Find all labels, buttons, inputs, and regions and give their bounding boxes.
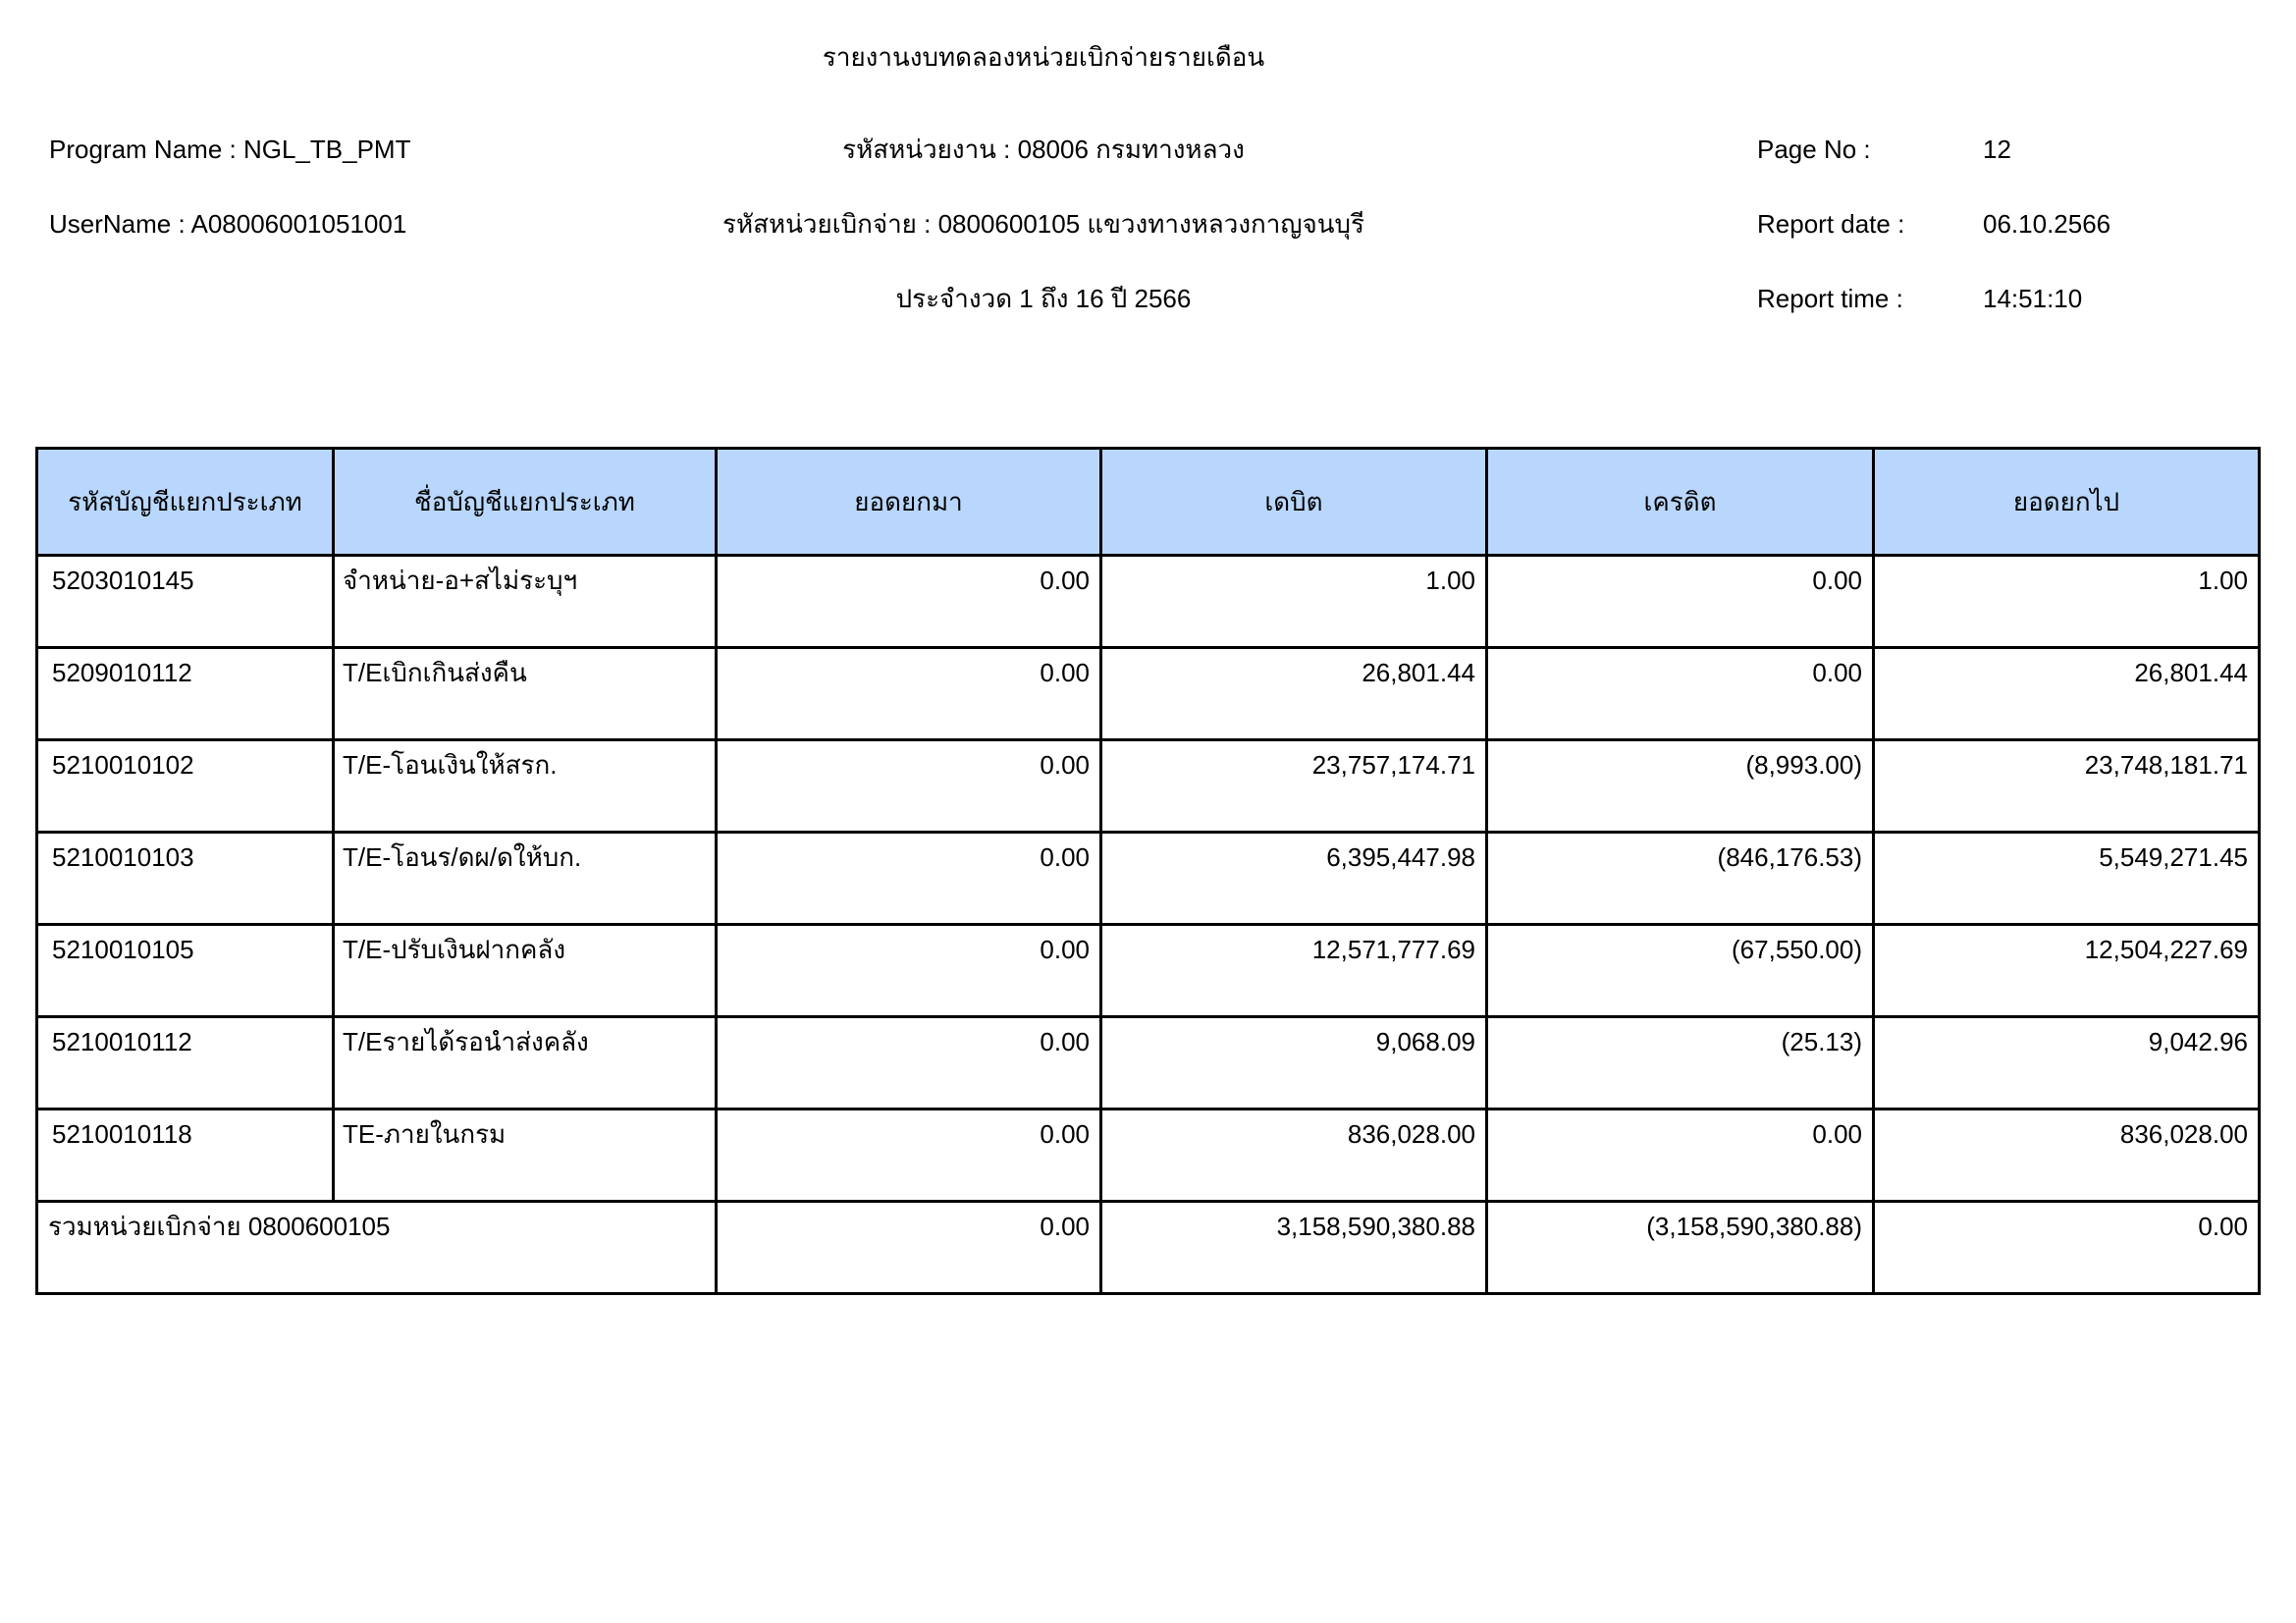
cell-debit: 26,801.44 — [1099, 646, 1488, 741]
header-account-code: รหัสบัญชีแยกประเภท — [35, 447, 335, 557]
cell-debit: 23,757,174.71 — [1099, 738, 1488, 834]
header-account-name: ชื่อบัญชีแยกประเภท — [332, 447, 718, 557]
username-line: UserName : A08006001051001 — [49, 208, 406, 240]
total-credit: (3,158,590,380.88) — [1485, 1200, 1875, 1295]
table-header-row: รหัสบัญชีแยกประเภท ชื่อบัญชีแยกประเภท ยอ… — [35, 447, 2261, 557]
cell-account-code: 5210010118 — [35, 1108, 335, 1203]
table-row: 5210010103 T/E-โอนร/ดผ/ดให้บก. 0.00 6,39… — [35, 831, 2261, 926]
username-value: A08006001051001 — [190, 209, 407, 239]
total-carry-over: 0.00 — [1872, 1200, 2261, 1295]
header-debit: เดบิต — [1099, 447, 1488, 557]
trial-balance-table: รหัสบัญชีแยกประเภท ชื่อบัญชีแยกประเภท ยอ… — [35, 447, 2261, 1295]
cell-credit: (67,550.00) — [1485, 923, 1875, 1018]
header-credit: เครดิต — [1485, 447, 1875, 557]
table-row: 5209010112 T/Eเบิกเกินส่งคืน 0.00 26,801… — [35, 646, 2261, 741]
cell-debit: 6,395,447.98 — [1099, 831, 1488, 926]
report-date-value: 06.10.2566 — [1983, 209, 2111, 239]
header-carry-over: ยอดยกไป — [1872, 447, 2261, 557]
total-row: รวมหน่วยเบิกจ่าย 0800600105 0.00 3,158,5… — [35, 1200, 2261, 1295]
cell-carry-over: 26,801.44 — [1872, 646, 2261, 741]
cell-account-code: 5210010102 — [35, 738, 335, 834]
table-row: 5203010145 จำหน่าย-อ+สไม่ระบุฯ 0.00 1.00… — [35, 554, 2261, 649]
report-time-value: 14:51:10 — [1983, 284, 2083, 313]
cell-credit: 0.00 — [1485, 1108, 1875, 1203]
cell-account-code: 5210010112 — [35, 1015, 335, 1110]
cell-carry-forward: 0.00 — [715, 831, 1102, 926]
page-no-value: 12 — [1983, 135, 2011, 164]
cell-account-name: T/E-ปรับเงินฝากคลัง — [332, 923, 718, 1018]
disburse-unit-line: รหัสหน่วยเบิกจ่าย : 0800600105 แขวงทางหล… — [721, 209, 1364, 239]
cell-account-name: จำหน่าย-อ+สไม่ระบุฯ — [332, 554, 718, 649]
cell-carry-over: 12,504,227.69 — [1872, 923, 2261, 1018]
report-date-label: Report date : — [1757, 209, 1905, 239]
cell-debit: 9,068.09 — [1099, 1015, 1488, 1110]
cell-account-name: T/E-โอนร/ดผ/ดให้บก. — [332, 831, 718, 926]
cell-account-name: T/Eเบิกเกินส่งคืน — [332, 646, 718, 741]
total-row-label: รวมหน่วยเบิกจ่าย 0800600105 — [35, 1200, 718, 1295]
cell-carry-over: 9,042.96 — [1872, 1015, 2261, 1110]
cell-account-name: TE-ภายในกรม — [332, 1108, 718, 1203]
cell-carry-over: 1.00 — [1872, 554, 2261, 649]
cell-account-code: 5210010105 — [35, 923, 335, 1018]
cell-credit: 0.00 — [1485, 554, 1875, 649]
page-no-label: Page No : — [1757, 135, 1871, 164]
program-name-label: Program Name : — [49, 135, 237, 164]
program-name-line: Program Name : NGL_TB_PMT — [49, 134, 410, 165]
cell-credit: (846,176.53) — [1485, 831, 1875, 926]
report-time-label: Report time : — [1757, 284, 1903, 313]
cell-account-name: T/Eรายได้รอนำส่งคลัง — [332, 1015, 718, 1110]
cell-account-code: 5209010112 — [35, 646, 335, 741]
page-title: รายงานงบทดลองหน่วยเบิกจ่ายรายเดือน — [822, 42, 1265, 72]
cell-carry-forward: 0.00 — [715, 554, 1102, 649]
table-row: 5210010112 T/Eรายได้รอนำส่งคลัง 0.00 9,0… — [35, 1015, 2261, 1110]
cell-carry-over: 5,549,271.45 — [1872, 831, 2261, 926]
cell-carry-over: 836,028.00 — [1872, 1108, 2261, 1203]
cell-credit: 0.00 — [1485, 646, 1875, 741]
cell-account-name: T/E-โอนเงินให้สรก. — [332, 738, 718, 834]
period-line: ประจำงวด 1 ถึง 16 ปี 2566 — [895, 284, 1192, 313]
table-row: 5210010105 T/E-ปรับเงินฝากคลัง 0.00 12,5… — [35, 923, 2261, 1018]
username-label: UserName : — [49, 209, 186, 239]
table-row: 5210010118 TE-ภายในกรม 0.00 836,028.00 0… — [35, 1108, 2261, 1203]
cell-credit: (8,993.00) — [1485, 738, 1875, 834]
total-debit: 3,158,590,380.88 — [1099, 1200, 1488, 1295]
agency-code-line: รหัสหน่วยงาน : 08006 กรมทางหลวง — [842, 135, 1245, 164]
cell-debit: 12,571,777.69 — [1099, 923, 1488, 1018]
cell-account-code: 5210010103 — [35, 831, 335, 926]
cell-credit: (25.13) — [1485, 1015, 1875, 1110]
cell-carry-forward: 0.00 — [715, 1108, 1102, 1203]
cell-account-code: 5203010145 — [35, 554, 335, 649]
cell-carry-over: 23,748,181.71 — [1872, 738, 2261, 834]
cell-carry-forward: 0.00 — [715, 1015, 1102, 1110]
table-row: 5210010102 T/E-โอนเงินให้สรก. 0.00 23,75… — [35, 738, 2261, 834]
cell-debit: 1.00 — [1099, 554, 1488, 649]
cell-carry-forward: 0.00 — [715, 646, 1102, 741]
cell-carry-forward: 0.00 — [715, 923, 1102, 1018]
cell-debit: 836,028.00 — [1099, 1108, 1488, 1203]
program-name-value: NGL_TB_PMT — [242, 135, 411, 164]
total-carry-forward: 0.00 — [715, 1200, 1102, 1295]
cell-carry-forward: 0.00 — [715, 738, 1102, 834]
header-carry-forward: ยอดยกมา — [715, 447, 1102, 557]
